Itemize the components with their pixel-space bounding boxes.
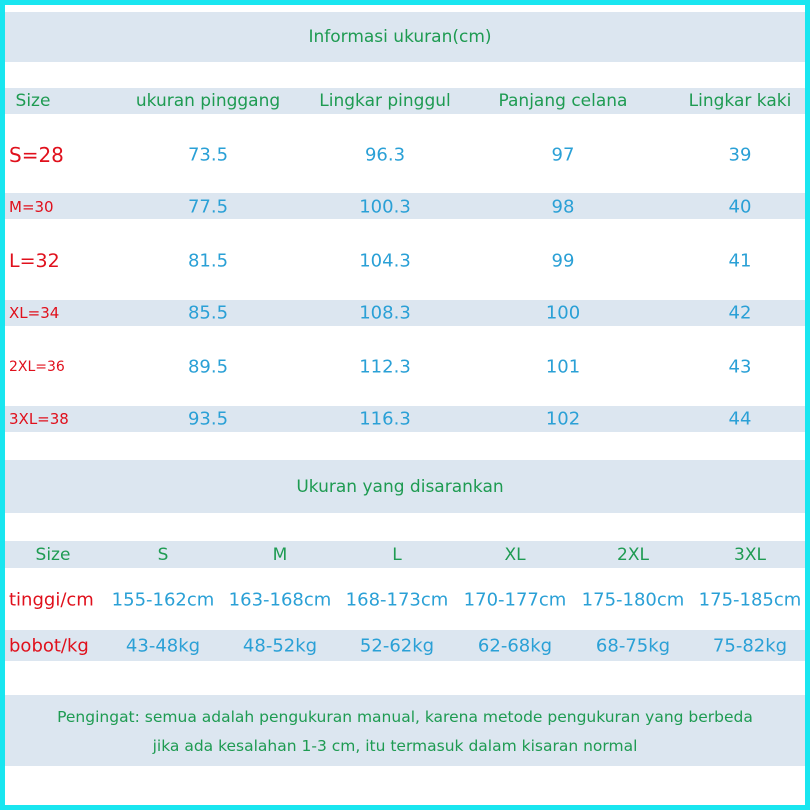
table-cell: 42 bbox=[728, 302, 752, 324]
section-title: Informasi ukuran(cm) bbox=[308, 27, 492, 47]
row-band bbox=[5, 300, 805, 326]
size-label: S=28 bbox=[9, 143, 64, 167]
row-label: tinggi/cm bbox=[9, 589, 94, 611]
column-header: 2XL bbox=[617, 545, 649, 565]
column-header: 3XL bbox=[734, 545, 766, 565]
table-cell: 43-48kg bbox=[125, 635, 201, 657]
table-cell: 104.3 bbox=[359, 250, 411, 272]
row-band bbox=[5, 193, 805, 219]
table-cell: 81.5 bbox=[187, 250, 229, 272]
table-cell: 98 bbox=[551, 196, 575, 218]
table-cell: 75-82kg bbox=[712, 635, 788, 657]
table-cell: 102 bbox=[545, 408, 581, 430]
table-cell: 175-185cm bbox=[698, 589, 802, 611]
table-cell: 108.3 bbox=[359, 302, 411, 324]
size-label: XL=34 bbox=[9, 304, 60, 322]
table-cell: 52-62kg bbox=[359, 635, 435, 657]
table-cell: 73.5 bbox=[187, 144, 229, 166]
size-label: L=32 bbox=[9, 250, 60, 272]
table-cell: 116.3 bbox=[359, 408, 411, 430]
size-label: 3XL=38 bbox=[9, 410, 69, 428]
column-header: Panjang celana bbox=[498, 91, 628, 111]
table-cell: 96.3 bbox=[364, 144, 406, 166]
title-band bbox=[5, 460, 805, 513]
table-cell: 85.5 bbox=[187, 302, 229, 324]
table-cell: 100 bbox=[545, 302, 581, 324]
column-header: Lingkar kaki bbox=[688, 91, 792, 111]
table-cell: 112.3 bbox=[359, 356, 411, 378]
size-chart: Informasi ukuran(cm) Size ukuran pinggang L… bbox=[5, 5, 805, 805]
row-label: bobot/kg bbox=[9, 635, 89, 657]
note-band bbox=[5, 695, 805, 766]
table-cell: 163-168cm bbox=[228, 589, 332, 611]
table-cell: 155-162cm bbox=[111, 589, 215, 611]
table-cell: 62-68kg bbox=[477, 635, 553, 657]
table-cell: 43 bbox=[728, 356, 752, 378]
column-header: M bbox=[272, 545, 288, 565]
header-band bbox=[5, 541, 805, 568]
note-line: Pengingat: semua adalah pengukuran manua… bbox=[57, 708, 753, 726]
section-title: Ukuran yang disarankan bbox=[296, 477, 504, 497]
size-label: M=30 bbox=[9, 198, 54, 216]
header-band bbox=[5, 88, 805, 114]
table-cell: 40 bbox=[728, 196, 752, 218]
table-cell: 168-173cm bbox=[345, 589, 449, 611]
table-cell: 175-180cm bbox=[581, 589, 685, 611]
column-header: Lingkar pinggul bbox=[319, 91, 451, 111]
table-cell: 101 bbox=[545, 356, 581, 378]
size-label: 2XL=36 bbox=[9, 359, 65, 375]
column-header: Size bbox=[35, 545, 71, 565]
table-cell: 97 bbox=[551, 144, 575, 166]
note-line: jika ada kesalahan 1-3 cm, itu termasuk … bbox=[152, 737, 638, 755]
table-cell: 170-177cm bbox=[463, 589, 567, 611]
table-cell: 89.5 bbox=[187, 356, 229, 378]
column-header: S bbox=[157, 545, 169, 565]
table-cell: 77.5 bbox=[187, 196, 229, 218]
column-header: ukuran pinggang bbox=[135, 91, 281, 111]
row-band bbox=[5, 630, 805, 661]
table-cell: 99 bbox=[551, 250, 575, 272]
column-header: XL bbox=[504, 545, 526, 565]
title-band bbox=[5, 12, 805, 62]
table-cell: 48-52kg bbox=[242, 635, 318, 657]
table-cell: 93.5 bbox=[187, 408, 229, 430]
column-header: L bbox=[392, 545, 402, 565]
table-cell: 68-75kg bbox=[595, 635, 671, 657]
row-band bbox=[5, 406, 805, 432]
table-cell: 44 bbox=[728, 408, 752, 430]
table-cell: 41 bbox=[728, 250, 752, 272]
table-cell: 100.3 bbox=[359, 196, 411, 218]
column-header: Size bbox=[15, 91, 51, 111]
table-cell: 39 bbox=[728, 144, 752, 166]
